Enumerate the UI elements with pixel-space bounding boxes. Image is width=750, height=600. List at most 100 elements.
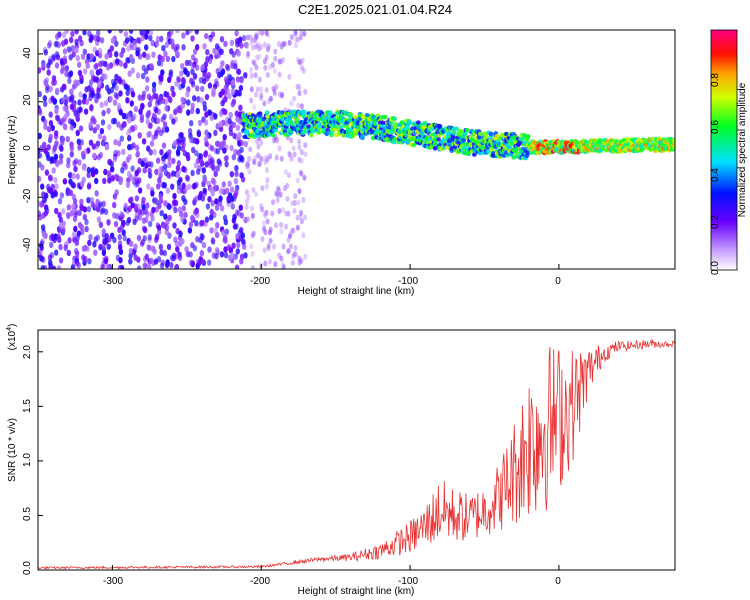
noise-cell [174,80,179,87]
noise-cell [226,195,231,202]
noise-cell [167,149,172,156]
noise-cell [297,255,302,262]
noise-cell [181,141,186,148]
noise-cell [128,197,133,204]
noise-cell [38,200,41,207]
noise-cell [218,121,223,128]
noise-cell [53,41,59,48]
noise-cell [223,246,228,253]
noise-cell [233,148,238,156]
noise-cell [246,216,251,223]
heatmap-x-ticks: -300 -200 -100 0 [103,276,561,287]
noise-cell [48,111,53,118]
noise-cell [120,167,125,174]
noise-cell [92,152,97,160]
noise-cell [178,132,183,139]
noise-cell [77,209,82,216]
noise-cell [272,89,277,95]
noise-cell [194,208,199,215]
noise-cell [57,198,63,205]
noise-cell [204,111,209,118]
noise-cell [214,81,220,88]
noise-cell [113,220,119,228]
noise-cell [185,91,190,98]
noise-cell [51,53,56,61]
noise-cell [158,243,163,251]
noise-cell [142,167,147,174]
noise-cell [40,164,45,171]
noise-cell [51,167,56,174]
noise-cell [290,200,295,207]
noise-cell [272,243,277,250]
noise-cell [213,227,218,234]
noise-cell [303,214,308,221]
noise-cell [187,128,193,135]
noise-cell [88,139,94,146]
noise-cell [156,108,161,115]
noise-cell [121,112,127,120]
noise-cell [72,215,78,223]
noise-cell [176,150,181,157]
noise-cell [285,195,290,202]
noise-cell [66,157,71,164]
noise-cell [66,46,72,53]
band-cell [316,117,321,122]
noise-cell [38,67,42,74]
noise-cell [209,157,215,164]
noise-cell [142,51,147,58]
noise-cell [301,67,306,74]
noise-cell [49,156,54,163]
noise-cell [193,162,199,169]
noise-cell [299,103,304,110]
noise-cell [226,244,232,251]
noise-cell [38,90,42,98]
noise-cell [207,109,213,117]
noise-cell [255,138,260,145]
noise-cell [134,169,139,176]
heatmap-cells [38,30,675,269]
noise-cell [126,45,131,52]
noise-cell [123,202,128,210]
noise-cell [278,191,283,198]
noise-cell [89,53,95,60]
noise-cell [171,118,176,125]
noise-cell [98,243,103,251]
noise-cell [291,145,296,152]
noise-cell [136,256,141,263]
noise-cell [248,146,253,153]
exponent-base: (x10 [7,330,18,350]
band-cell [308,132,314,138]
noise-cell [140,209,145,216]
noise-cell [136,37,141,44]
noise-cell [214,43,220,50]
noise-cell [227,92,232,100]
noise-cell [57,227,62,234]
noise-cell [67,188,72,196]
noise-cell [297,156,302,163]
noise-cell [251,158,256,165]
noise-cell [151,206,156,214]
noise-cell [137,187,143,194]
noise-cell [228,74,233,81]
noise-cell [127,144,132,151]
noise-cell [219,36,225,43]
noise-cell [44,192,49,199]
noise-cell [201,258,206,265]
noise-cell [245,198,249,205]
noise-cell [194,30,199,35]
noise-cell [41,62,46,69]
noise-cell [278,58,283,65]
noise-cell [175,30,180,34]
noise-cell [160,69,165,76]
noise-cell [159,35,164,43]
x-tick-label: -300 [103,576,123,587]
noise-cell [144,33,149,40]
noise-cell [274,84,279,90]
noise-cell [74,30,79,35]
noise-cell [256,143,261,150]
noise-cell [191,183,196,190]
noise-cell [151,87,157,94]
noise-cell [127,153,132,161]
noise-cell [235,124,241,131]
